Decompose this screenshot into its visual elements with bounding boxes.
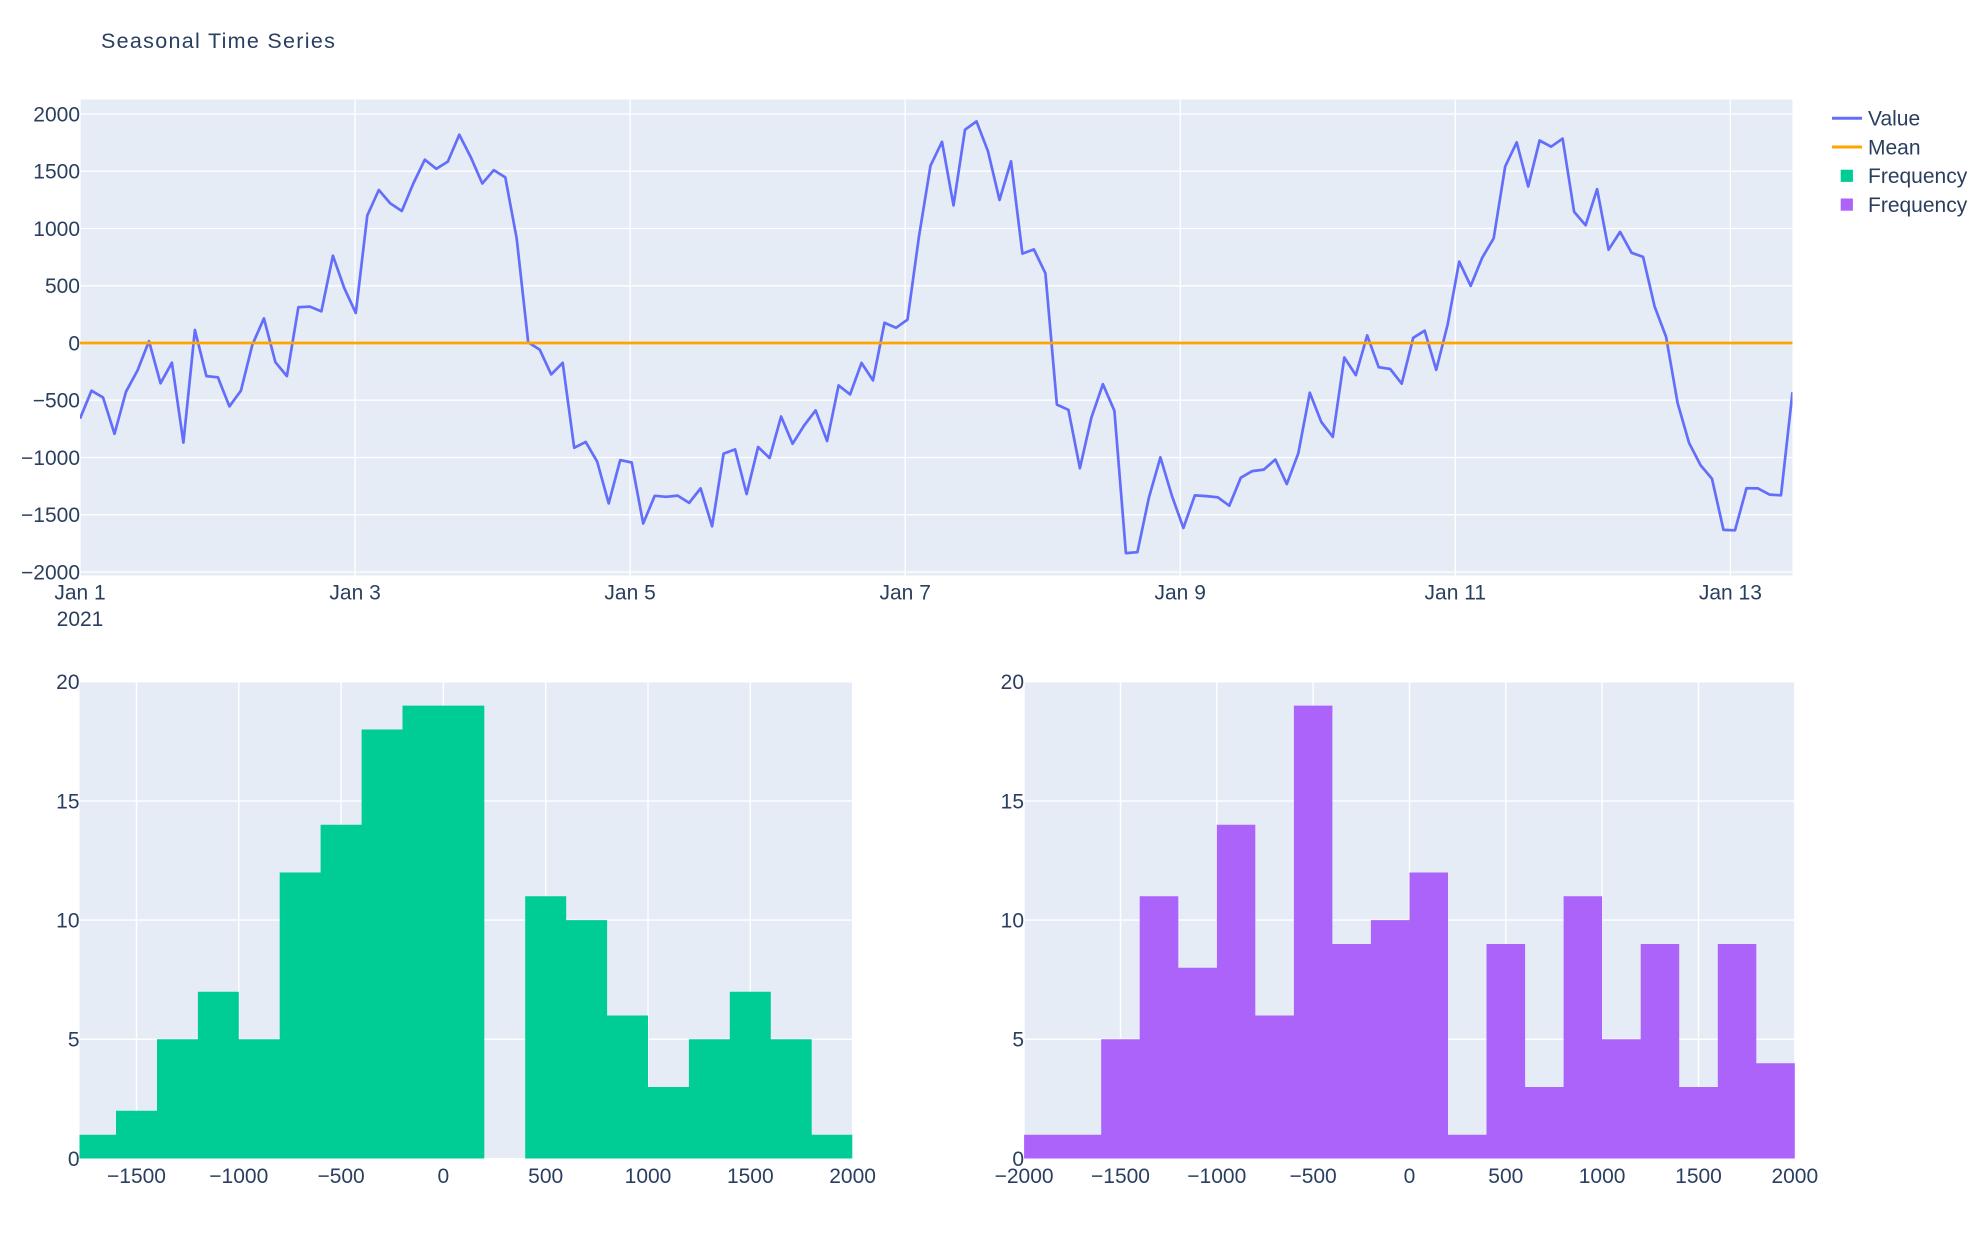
svg-text:0: 0 <box>438 1165 450 1188</box>
svg-text:1000: 1000 <box>1579 1165 1626 1188</box>
svg-text:1500: 1500 <box>727 1165 774 1188</box>
svg-text:Jan 5: Jan 5 <box>604 582 655 605</box>
svg-text:15: 15 <box>1001 790 1024 813</box>
svg-text:1500: 1500 <box>33 161 80 184</box>
svg-text:2000: 2000 <box>1771 1165 1818 1188</box>
svg-text:1000: 1000 <box>625 1165 672 1188</box>
svg-text:500: 500 <box>528 1165 563 1188</box>
svg-text:500: 500 <box>1488 1165 1523 1188</box>
svg-text:2000: 2000 <box>33 103 80 126</box>
svg-text:0: 0 <box>1404 1165 1416 1188</box>
svg-text:−1500: −1500 <box>107 1165 166 1188</box>
svg-text:2000: 2000 <box>829 1165 876 1188</box>
svg-text:20: 20 <box>56 671 79 694</box>
svg-text:Jan 7: Jan 7 <box>880 582 931 605</box>
svg-text:10: 10 <box>56 909 79 932</box>
svg-text:Jan 13: Jan 13 <box>1699 582 1762 605</box>
svg-text:−2000: −2000 <box>21 561 80 584</box>
svg-text:1500: 1500 <box>1675 1165 1722 1188</box>
svg-text:0: 0 <box>68 332 80 355</box>
svg-text:−1500: −1500 <box>1091 1165 1150 1188</box>
svg-text:20: 20 <box>1001 671 1024 694</box>
svg-text:Frequency: Frequency <box>1868 165 1968 188</box>
svg-text:−500: −500 <box>317 1165 364 1188</box>
svg-text:Seasonal Time Series: Seasonal Time Series <box>101 29 336 53</box>
svg-text:Jan 1: Jan 1 <box>54 582 105 605</box>
svg-text:0: 0 <box>68 1148 80 1171</box>
svg-text:−1000: −1000 <box>21 447 80 470</box>
svg-text:500: 500 <box>45 275 80 298</box>
svg-text:Frequency: Frequency <box>1868 194 1968 217</box>
svg-text:Jan 9: Jan 9 <box>1155 582 1206 605</box>
svg-text:5: 5 <box>68 1029 80 1052</box>
svg-text:10: 10 <box>1001 909 1024 932</box>
svg-text:−1000: −1000 <box>1187 1165 1246 1188</box>
svg-text:Jan 3: Jan 3 <box>329 582 380 605</box>
svg-text:−500: −500 <box>1289 1165 1336 1188</box>
svg-text:Mean: Mean <box>1868 136 1921 159</box>
svg-text:0: 0 <box>1012 1148 1024 1171</box>
svg-text:2021: 2021 <box>57 608 104 631</box>
svg-text:Jan 11: Jan 11 <box>1425 582 1487 605</box>
svg-text:−1000: −1000 <box>209 1165 268 1188</box>
svg-text:−500: −500 <box>33 390 80 413</box>
svg-text:15: 15 <box>56 790 79 813</box>
svg-text:5: 5 <box>1012 1029 1024 1052</box>
svg-text:1000: 1000 <box>33 218 80 241</box>
svg-text:−1500: −1500 <box>21 504 80 527</box>
svg-text:Value: Value <box>1868 108 1920 131</box>
svg-text:−2000: −2000 <box>995 1165 1054 1188</box>
